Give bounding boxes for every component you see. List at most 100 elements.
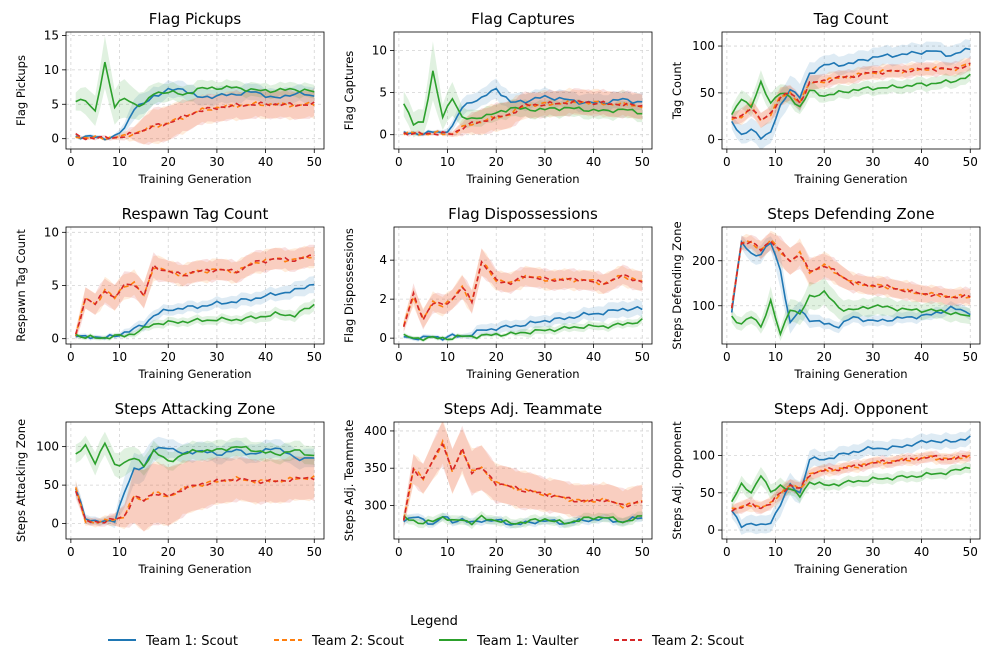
x-tick-label: 30 <box>209 545 224 559</box>
x-tick-label: 50 <box>963 545 978 559</box>
subplot-5: 0 10 20 30 40 50 0 2 4 Flag Dispossessions Trainin… <box>342 205 653 381</box>
x-tick-label: 30 <box>865 350 880 364</box>
series-line <box>731 63 971 122</box>
legend-title: Legend <box>410 614 458 629</box>
x-tick-label: 50 <box>963 155 978 169</box>
x-tick-label: 40 <box>258 545 273 559</box>
x-tick-label: 30 <box>209 155 224 169</box>
plot-area <box>402 422 643 530</box>
series-band <box>731 56 971 128</box>
series-line <box>403 305 643 341</box>
series-line <box>402 70 643 127</box>
series-band <box>403 248 643 332</box>
x-tick-label: 50 <box>635 155 650 169</box>
subplot-title: Flag Dispossessions <box>448 205 598 223</box>
plot-area <box>731 39 971 149</box>
series-line <box>403 514 643 526</box>
y-axis-label: Tag Count <box>670 61 684 120</box>
series-band <box>731 67 971 123</box>
y-tick-label: 0 <box>51 132 59 146</box>
plot-area <box>730 230 971 341</box>
series-band <box>731 58 971 129</box>
x-axis-label: Training Generation <box>137 172 251 186</box>
series-line <box>731 435 971 529</box>
y-tick-label: 5 <box>379 86 387 100</box>
x-tick-label: 40 <box>258 155 273 169</box>
x-tick-label: 50 <box>307 155 322 169</box>
x-tick-label: 40 <box>586 545 601 559</box>
y-tick-label: 50 <box>700 486 715 500</box>
x-axis-label: Training Generation <box>465 562 579 576</box>
subplot-7: 0 10 20 30 40 50 0 50 100 Steps Attacking Zone Tra… <box>14 400 325 576</box>
x-tick-label: 0 <box>67 350 75 364</box>
series-line <box>74 255 315 337</box>
subplot-title: Steps Defending Zone <box>767 205 934 223</box>
x-tick-label: 20 <box>161 155 176 169</box>
axes-frame <box>721 226 981 345</box>
y-tick-label: 50 <box>700 86 715 100</box>
x-tick-label: 50 <box>307 545 322 559</box>
y-tick-label: 0 <box>51 517 59 531</box>
legend-entry: Team 2: Scout <box>274 634 404 649</box>
y-tick-label: 100 <box>692 299 715 313</box>
y-tick-label: 0 <box>707 523 715 537</box>
y-axis-label: Flag Pickups <box>14 55 28 126</box>
x-tick-label: 10 <box>440 155 455 169</box>
legend-entry: Team 2: Scout <box>614 634 744 649</box>
x-tick-label: 0 <box>723 545 731 559</box>
series-band <box>75 454 315 531</box>
x-tick-label: 20 <box>489 350 504 364</box>
subplot-1: 0 10 20 30 40 50 0 5 10 15 Flag Pickups Training Ge… <box>14 10 325 186</box>
x-tick-label: 0 <box>67 155 75 169</box>
plot-area <box>74 244 315 342</box>
x-tick-label: 50 <box>963 350 978 364</box>
x-tick-label: 0 <box>395 545 403 559</box>
x-tick-label: 20 <box>817 350 832 364</box>
x-tick-label: 50 <box>635 350 650 364</box>
series-band <box>75 431 315 479</box>
series-band <box>75 80 315 141</box>
series-band <box>731 232 971 317</box>
y-axis-label: Steps Adj. Opponent <box>670 421 684 540</box>
plot-area <box>75 36 315 145</box>
x-axis-label: Training Generation <box>137 562 251 576</box>
x-tick-label: 20 <box>817 155 832 169</box>
x-tick-label: 50 <box>635 545 650 559</box>
x-axis-label: Training Generation <box>793 172 907 186</box>
x-tick-label: 30 <box>209 350 224 364</box>
series-band <box>731 462 971 508</box>
x-tick-label: 0 <box>395 350 403 364</box>
series-band <box>731 230 971 318</box>
x-tick-label: 40 <box>914 545 929 559</box>
subplot-4: 0 10 20 30 40 50 0 5 10 Respawn Tag Count Training… <box>14 205 325 381</box>
y-tick-label: 400 <box>364 424 387 438</box>
series-line <box>403 99 643 137</box>
x-tick-label: 30 <box>537 155 552 169</box>
series-band <box>731 235 971 334</box>
series-band <box>403 41 643 138</box>
series-line <box>731 454 971 512</box>
y-tick-label: 10 <box>44 225 59 239</box>
y-tick-label: 100 <box>692 449 715 463</box>
series-band <box>403 422 643 529</box>
x-tick-label: 20 <box>489 155 504 169</box>
y-axis-label: Flag Dispossessions <box>342 228 356 343</box>
series-band <box>403 511 643 530</box>
y-tick-label: 0 <box>379 128 387 142</box>
series-band <box>403 87 643 137</box>
y-tick-label: 50 <box>44 478 59 492</box>
series-line <box>74 476 315 524</box>
subplot-title: Tag Count <box>813 10 889 28</box>
x-tick-label: 0 <box>395 155 403 169</box>
subplot-3: 0 10 20 30 40 50 0 50 100 Tag Count Training Gener… <box>670 10 981 186</box>
subplot-title: Steps Attacking Zone <box>115 400 276 418</box>
axes-frame <box>721 421 981 540</box>
y-tick-label: 100 <box>36 440 59 454</box>
x-tick-label: 10 <box>112 545 127 559</box>
y-tick-label: 0 <box>51 332 59 346</box>
x-tick-label: 40 <box>914 155 929 169</box>
x-tick-label: 10 <box>768 350 783 364</box>
series-band <box>403 248 643 333</box>
legend-label: Team 2: Scout <box>651 634 744 649</box>
